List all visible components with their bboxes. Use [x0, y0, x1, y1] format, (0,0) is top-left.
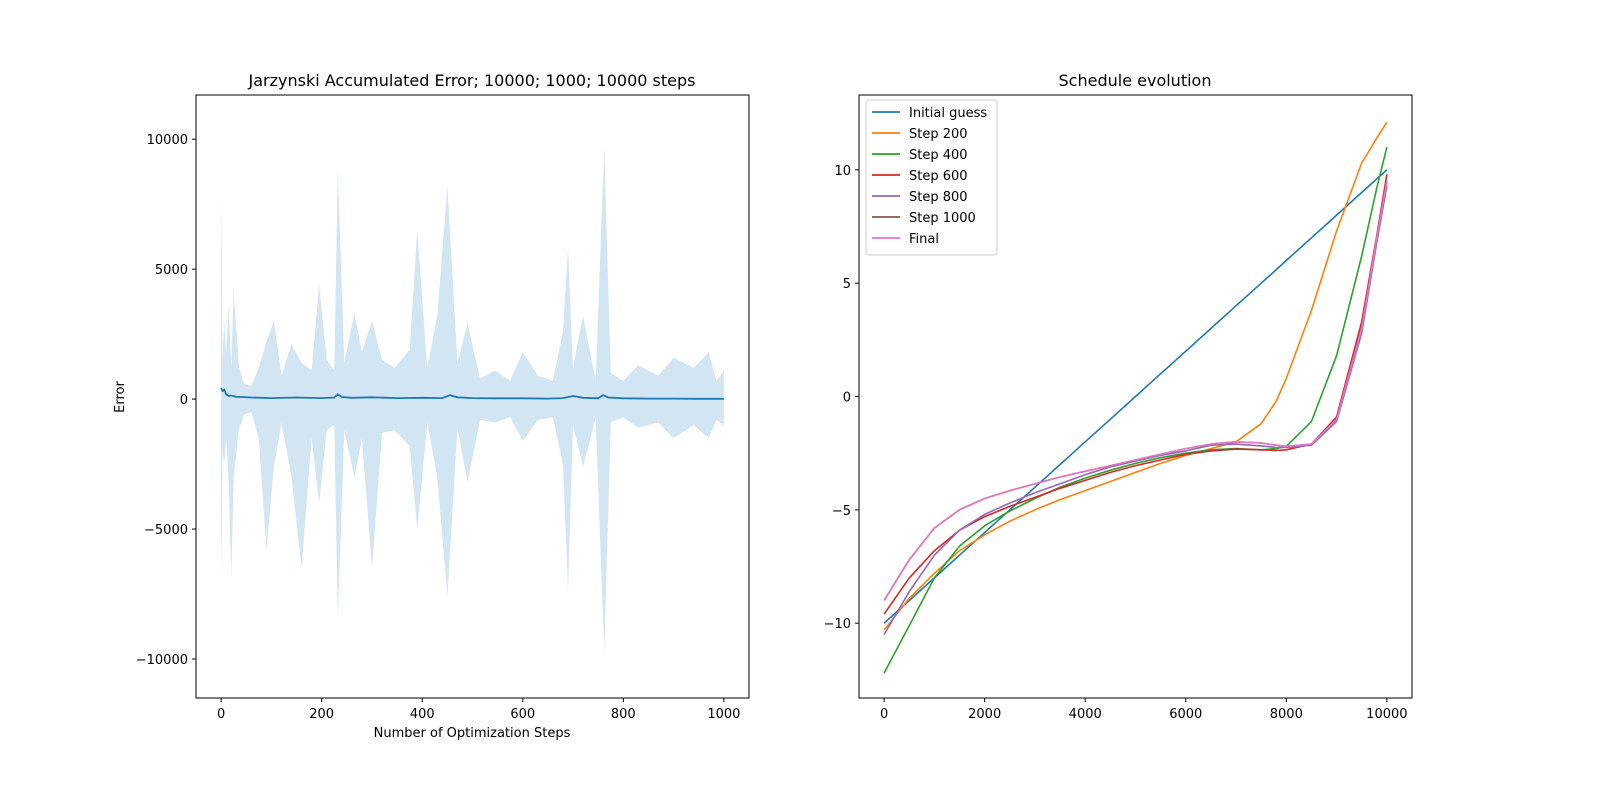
- error-y-axis-label: Error: [113, 381, 128, 413]
- x-tick-label: 8000: [1270, 707, 1303, 722]
- y-tick-label: 10: [834, 164, 851, 179]
- schedule-series-line: [883, 146, 1388, 674]
- legend-label: Step 800: [909, 190, 968, 205]
- y-tick-label: 10000: [147, 133, 188, 148]
- x-tick-label: 200: [309, 707, 334, 722]
- y-tick-label: 5000: [155, 263, 188, 278]
- x-tick-label: 800: [611, 707, 636, 722]
- legend-label: Final: [909, 232, 939, 247]
- error-spread-area: [221, 147, 724, 652]
- x-tick-label: 10000: [1366, 707, 1407, 722]
- x-tick-label: 4000: [1069, 707, 1102, 722]
- y-tick-label: 5: [843, 277, 851, 292]
- panel-error: Jarzynski Accumulated Error; 10000; 1000…: [113, 71, 750, 741]
- x-tick-label: 0: [880, 707, 888, 722]
- legend-label: Step 400: [909, 148, 968, 163]
- error-mean-line: [220, 387, 724, 400]
- error-y-ticks: −10000 −5000 0 5000 10000: [136, 133, 196, 668]
- error-x-ticks: 0 200 400 600 800 1000: [217, 698, 740, 722]
- schedule-series-line: [883, 121, 1388, 631]
- legend-label: Step 1000: [909, 211, 976, 226]
- schedule-chart-title: Schedule evolution: [1059, 71, 1212, 90]
- y-tick-label: 0: [843, 391, 851, 406]
- schedule-x-ticks: 0 2000 4000 6000 8000 10000: [880, 698, 1408, 722]
- x-tick-label: 600: [510, 707, 535, 722]
- y-tick-label: 0: [180, 393, 188, 408]
- y-tick-label: −10000: [136, 653, 188, 668]
- y-tick-label: −5000: [144, 523, 188, 538]
- schedule-series-line: [883, 185, 1388, 635]
- legend-label: Step 200: [909, 127, 968, 142]
- x-tick-label: 6000: [1169, 707, 1202, 722]
- x-tick-label: 2000: [968, 707, 1001, 722]
- legend-label: Initial guess: [909, 106, 987, 121]
- error-x-axis-label: Number of Optimization Steps: [374, 726, 571, 741]
- schedule-lines: [883, 121, 1388, 674]
- error-chart-title: Jarzynski Accumulated Error; 10000; 1000…: [248, 71, 696, 90]
- schedule-series-line: [883, 180, 1388, 601]
- x-tick-label: 0: [217, 707, 225, 722]
- schedule-legend: Initial guess Step 200 Step 400 Step 600 Ste…: [865, 99, 998, 256]
- y-tick-label: −10: [824, 617, 851, 632]
- x-tick-label: 1000: [707, 707, 740, 722]
- x-tick-label: 400: [410, 707, 435, 722]
- error-mean-series: [220, 387, 724, 400]
- panel-schedule: Schedule evolution 0 2000 4000 6000 8000 1000…: [824, 71, 1413, 722]
- legend-label: Step 600: [909, 169, 968, 184]
- error-plot-frame: [195, 94, 750, 699]
- error-spread-band: [221, 147, 724, 652]
- y-tick-label: −5: [832, 504, 851, 519]
- schedule-y-ticks: −10 −5 0 5 10: [824, 164, 859, 632]
